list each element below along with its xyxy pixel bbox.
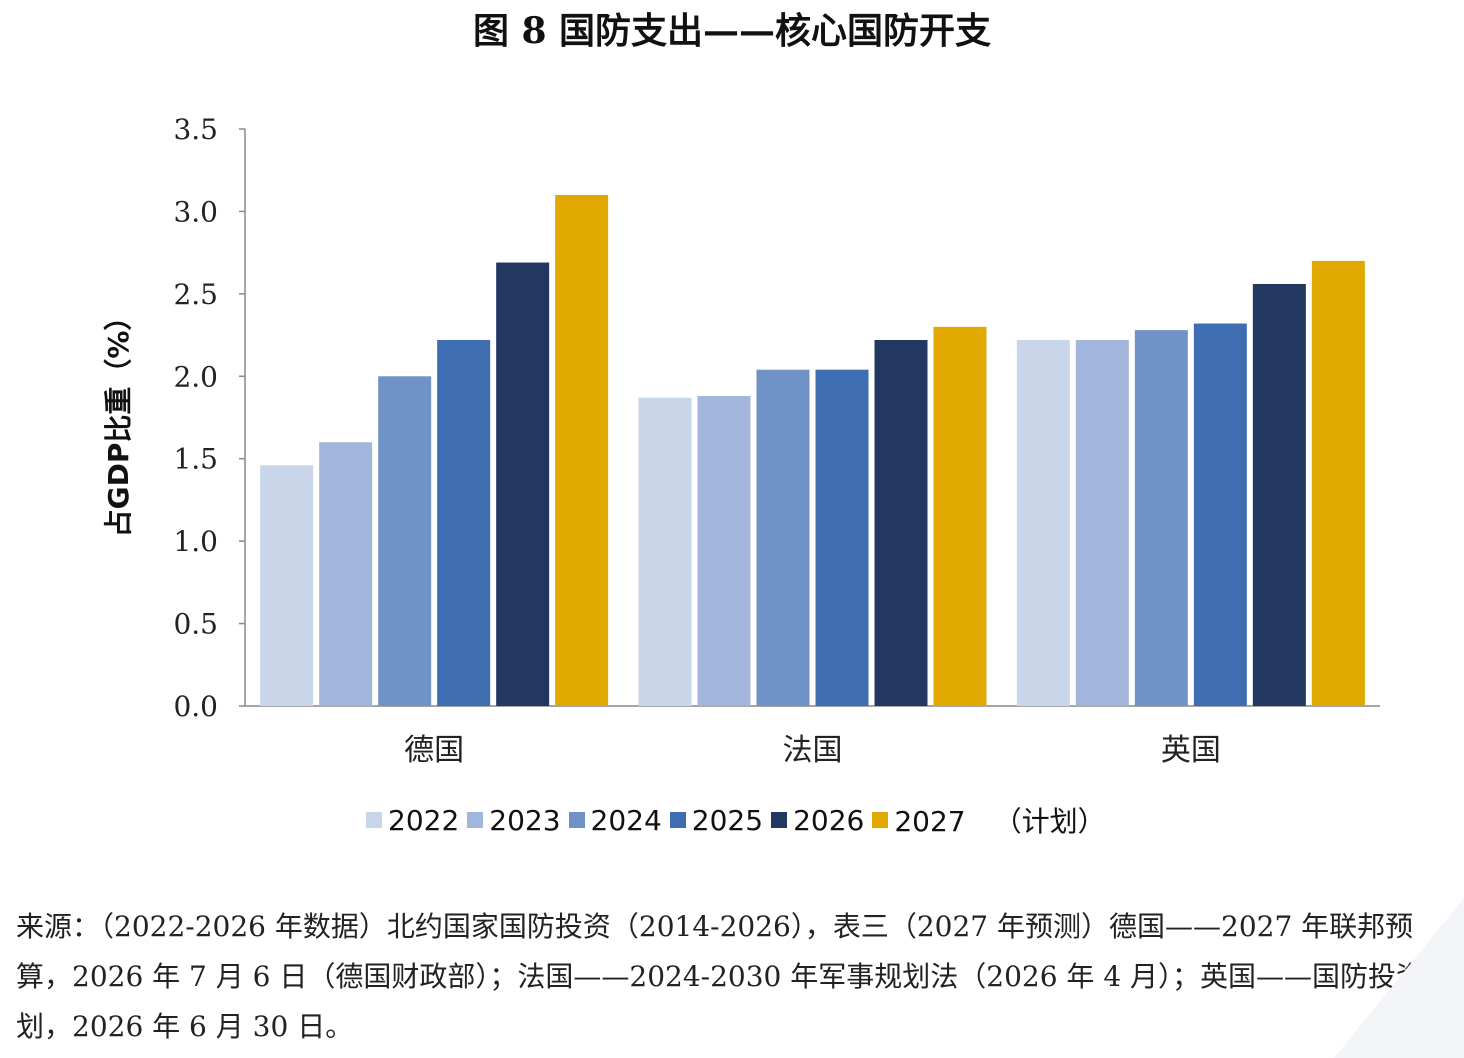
- x-tick-label: 德国: [404, 733, 464, 768]
- bar-2024-2: [1134, 330, 1188, 706]
- bar-2025-1: [815, 369, 869, 706]
- y-tick-label: 3.0: [173, 195, 218, 228]
- y-tick-label: 2.5: [173, 278, 218, 311]
- legend-item-2026: 2026: [771, 804, 864, 837]
- bar-2022-1: [638, 397, 692, 706]
- chart-title: 图 8 国防支出——核心国防开支: [472, 10, 992, 52]
- bar-2026-0: [496, 262, 550, 706]
- y-tick-label: 0.0: [173, 690, 218, 723]
- bar-chart: 0.0 0.5 1.0 1.5 2.0 2.5 3.0 3.5 占GDP比重（%） 德国 法国 英国: [102, 113, 1380, 768]
- bar-2023-2: [1075, 340, 1129, 706]
- legend-label: 2024: [590, 803, 662, 837]
- y-axis-label: 占GDP比重（%）: [102, 303, 135, 538]
- legend-item-2027: 2027 （计划）: [872, 800, 1106, 840]
- bar-2025-2: [1193, 323, 1247, 706]
- legend-swatch: [669, 812, 686, 828]
- bar-2027-1: [933, 326, 987, 706]
- bar-2027-0: [555, 194, 609, 706]
- source-footnote: 来源：（2022-2026 年数据）北约国家国防投资（2014-2026），表三…: [16, 910, 1453, 1043]
- bar-2026-2: [1252, 283, 1306, 706]
- x-tick-label: 英国: [1161, 733, 1221, 768]
- y-tick-label: 2.0: [173, 360, 218, 393]
- legend-item-2025: 2025: [669, 803, 764, 837]
- bar-2024-1: [756, 369, 810, 706]
- legend-swatch: [467, 812, 484, 828]
- y-tick-label: 1.5: [173, 443, 218, 476]
- legend-swatch: [568, 812, 585, 828]
- x-tick-label: 法国: [783, 733, 843, 768]
- legend-label: 2025: [691, 803, 764, 837]
- bar-2022-2: [1016, 340, 1070, 706]
- bar-2023-1: [697, 396, 751, 706]
- y-tick-label: 0.5: [173, 608, 218, 641]
- legend: 2022 2023 2024 2025 2026 2027 （计划）: [366, 800, 1114, 840]
- bar-2025-0: [437, 340, 491, 706]
- bar-2027-2: [1311, 260, 1365, 706]
- legend-item-2022: 2022: [366, 804, 459, 837]
- legend-swatch: [771, 812, 788, 828]
- bar-2022-0: [260, 465, 314, 706]
- legend-label: 2023: [489, 803, 561, 837]
- legend-item-2023: 2023: [467, 803, 561, 837]
- legend-label: 2022: [388, 803, 460, 837]
- bar-2024-0: [378, 376, 432, 706]
- legend-label: 2026: [793, 803, 865, 837]
- y-tick-label: 1.0: [173, 525, 218, 558]
- legend-item-2024: 2024: [568, 803, 662, 837]
- bar-2026-1: [874, 340, 928, 706]
- bar-2023-0: [319, 442, 373, 706]
- legend-swatch: [366, 812, 382, 828]
- corner-decoration: [1334, 898, 1464, 1058]
- y-tick-label: 3.5: [173, 113, 218, 146]
- legend-label: 2027 （计划）: [894, 805, 1106, 838]
- legend-swatch: [872, 812, 889, 828]
